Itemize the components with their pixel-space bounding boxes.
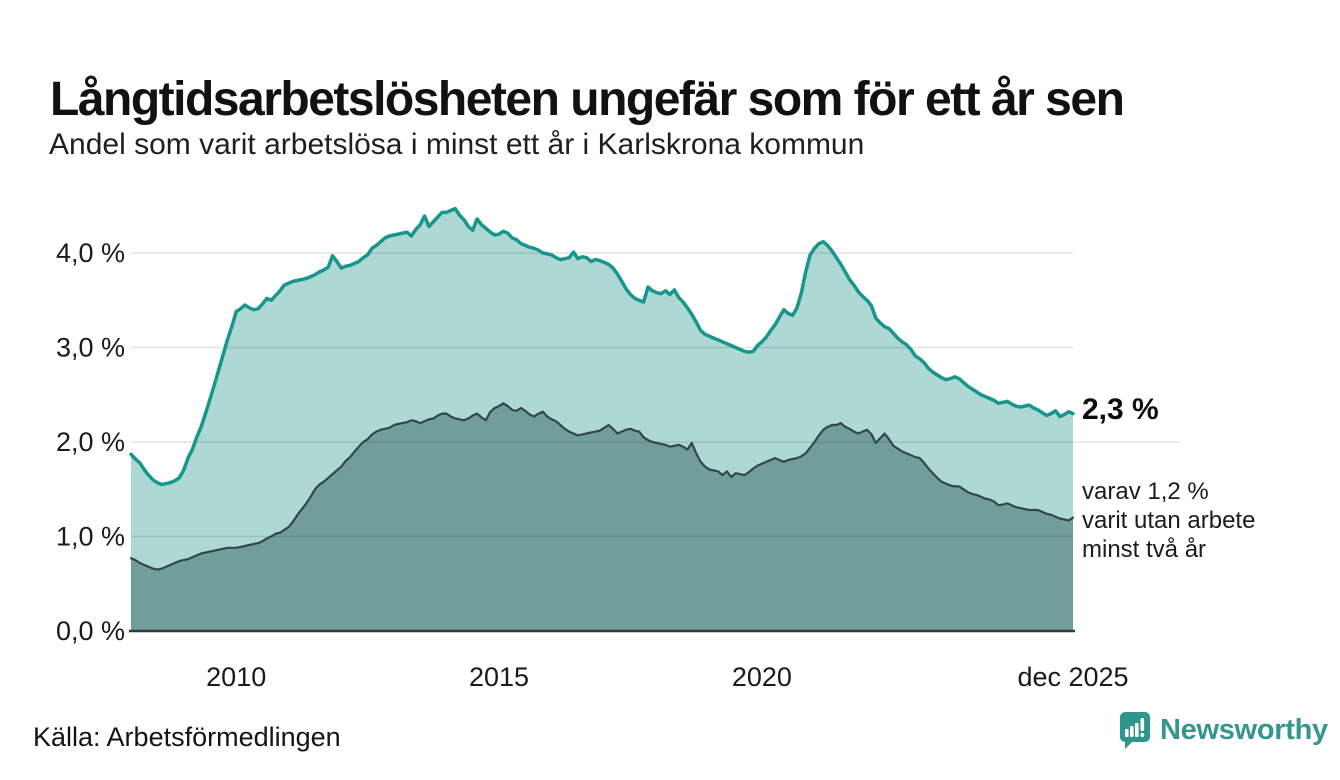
y-axis-tick-label: 1,0 % <box>56 522 125 552</box>
source-attribution: Källa: Arbetsförmedlingen <box>33 722 341 752</box>
logo-bar-icon <box>1125 729 1129 737</box>
logo-exclamation-icon <box>1140 718 1145 731</box>
secondary-annotation-line-1: varav 1,2 % <box>1082 478 1209 505</box>
total-line <box>129 206 1075 487</box>
logo-exclamation-dot-icon <box>1140 733 1145 737</box>
latest-value-label: 2,3 % <box>1082 393 1159 426</box>
two-year-line <box>129 402 1075 571</box>
y-axis-tick-label: 3,0 % <box>56 333 125 363</box>
y-axis-tick-label: 4,0 % <box>56 238 125 268</box>
y-axis-tick-label: 0,0 % <box>56 616 125 646</box>
x-axis-tick-label: 2020 <box>732 662 792 692</box>
page-title: Långtidsarbetslösheten ungefär som för e… <box>50 73 1125 127</box>
secondary-annotation: varav 1,2 % varit utan arbete minst två … <box>1082 477 1255 564</box>
secondary-annotation-line-3: minst två år <box>1082 536 1207 563</box>
y-axis-tick-label: 2,0 % <box>56 427 125 457</box>
area-two-year-fill <box>131 403 1073 631</box>
x-axis-tick-label: 2015 <box>469 662 529 692</box>
x-axis-tick-label: 2010 <box>206 662 266 692</box>
page-subtitle: Andel som varit arbetslösa i minst ett å… <box>49 128 865 161</box>
brand-name: Newsworthy <box>1160 713 1328 746</box>
logo-bar-icon <box>1135 723 1139 737</box>
x-axis-tick-label: dec 2025 <box>1017 662 1128 692</box>
newsworthy-brand: Newsworthy <box>1118 710 1328 750</box>
newsworthy-logo-icon <box>1120 712 1150 749</box>
secondary-annotation-line-2: varit utan arbete <box>1082 507 1256 534</box>
logo-bar-icon <box>1130 726 1134 737</box>
